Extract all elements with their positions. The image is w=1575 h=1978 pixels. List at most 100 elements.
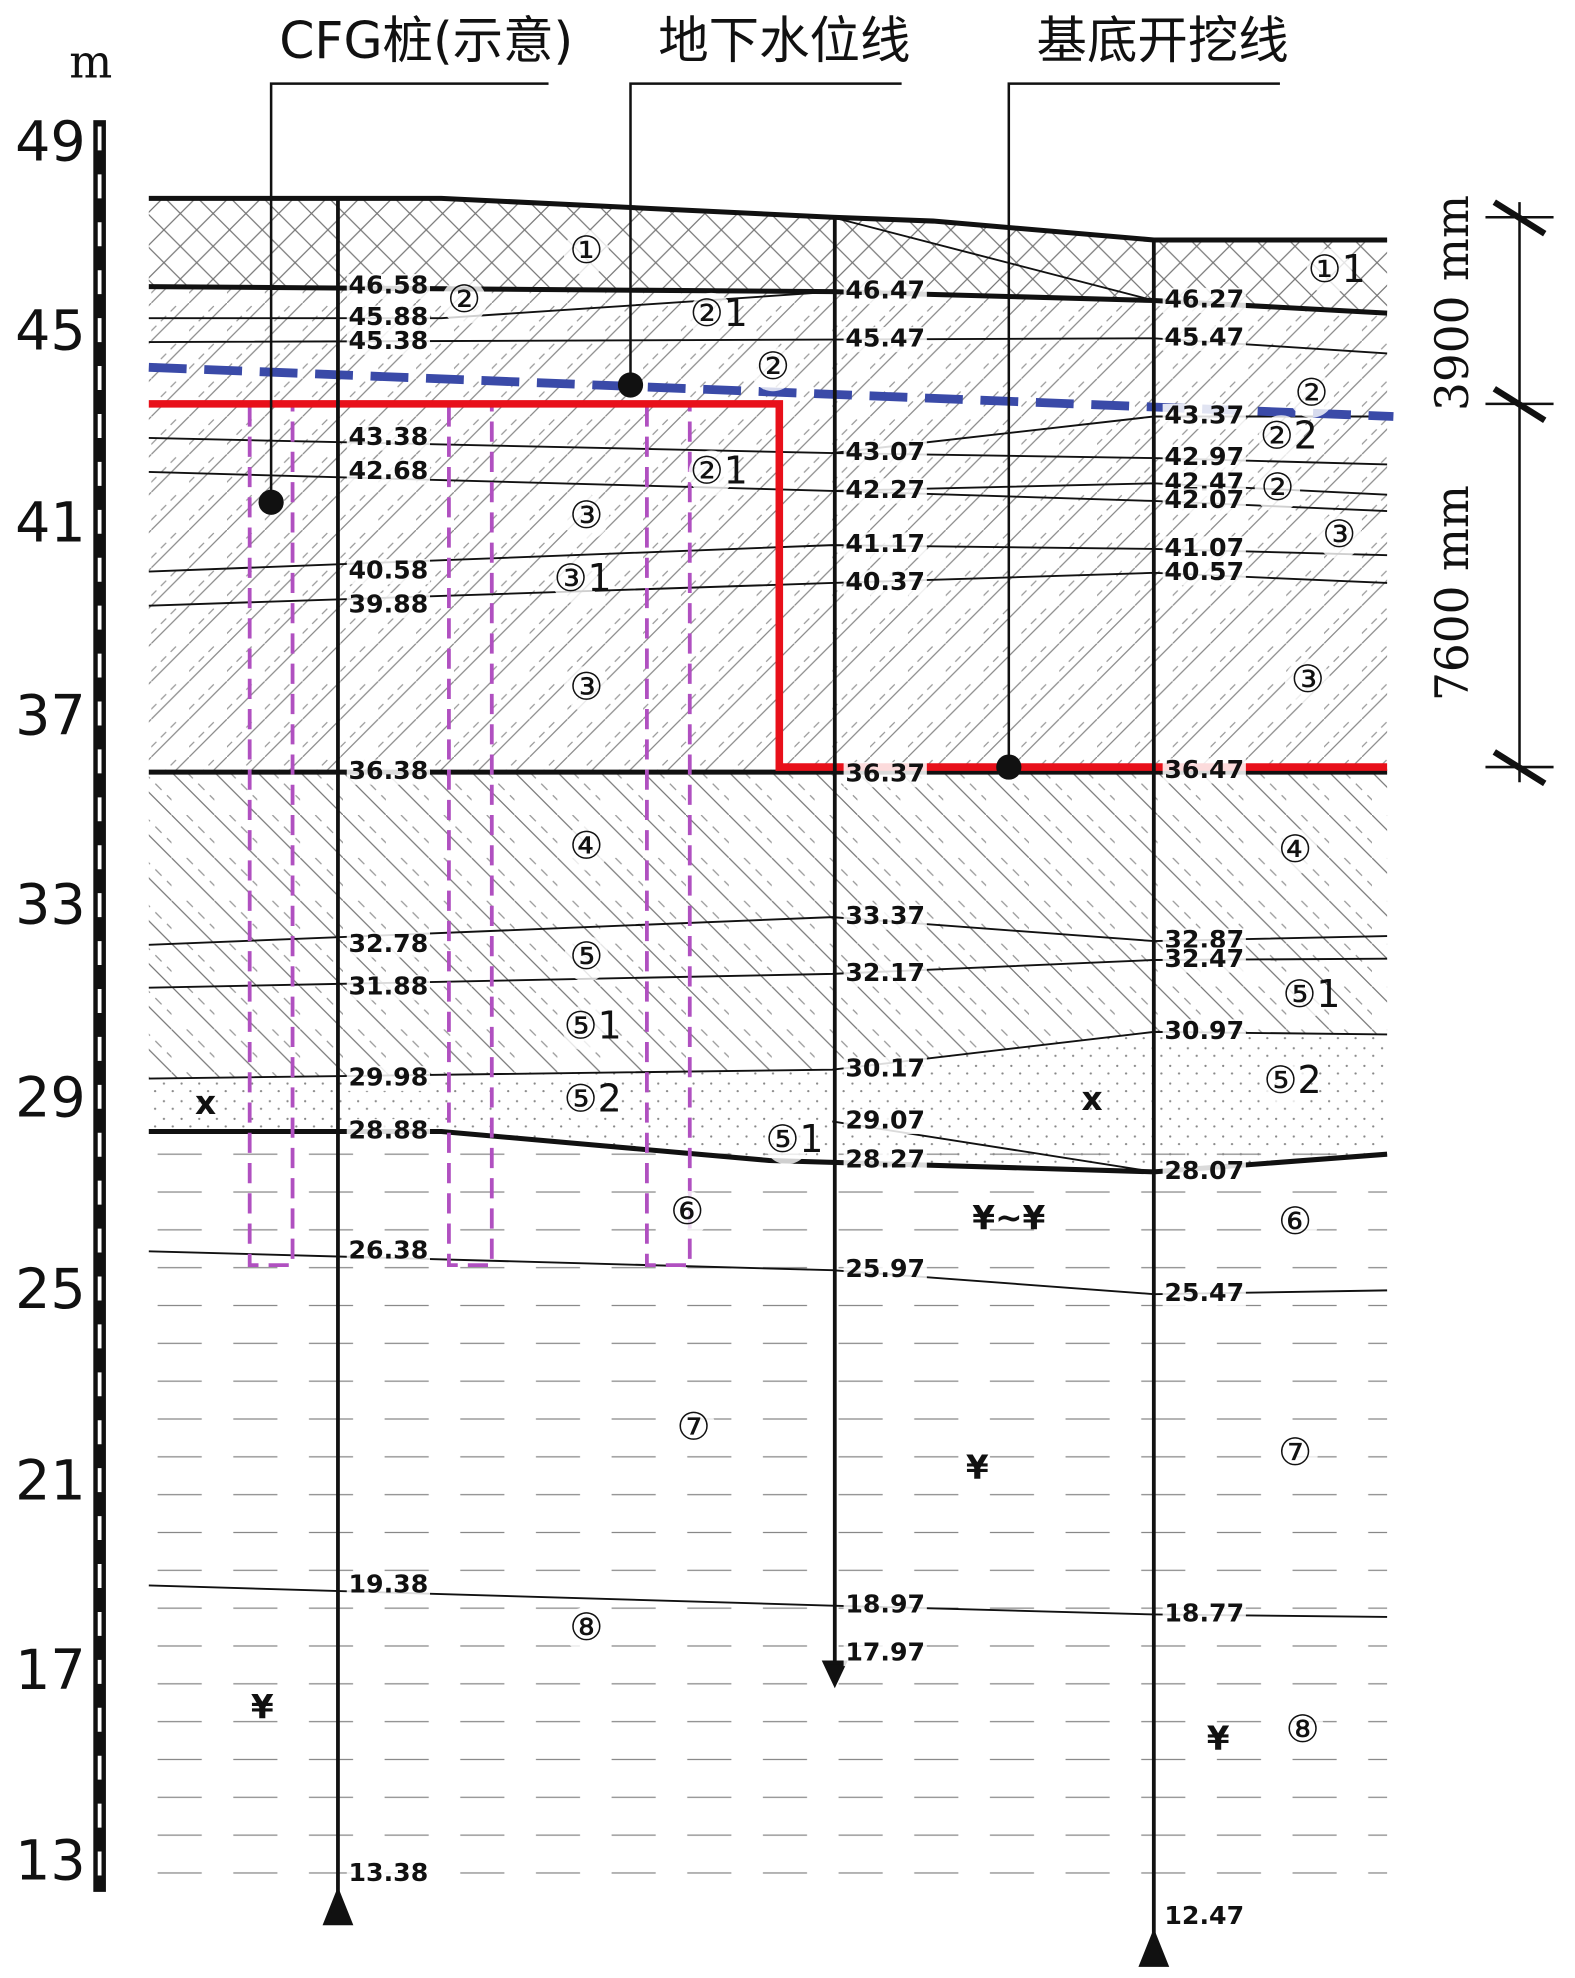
elevation-label: 40.37 [845,567,925,596]
elevation-label: 29.07 [845,1105,925,1134]
layer-label: ⑦ [1278,1430,1312,1474]
elevation-label: 45.88 [349,302,429,331]
layer-circle [1281,973,1327,1020]
layer-label: ⑤ [569,934,603,978]
unit-label: m [69,35,112,88]
layer-circle [670,1406,717,1452]
elevation-label: 42.97 [1164,442,1244,471]
elevation-label: 30.97 [1164,1016,1244,1045]
layer-label: ② [447,277,481,321]
layer-label: ② [1294,371,1328,415]
layer-boundary [148,1584,1388,1618]
label-bg [346,274,431,300]
cfg-piles [247,402,692,1268]
boreholes [322,198,1170,1967]
layer-circle [1272,1431,1318,1478]
layer-label: ③1 [554,556,612,600]
elevation-label: 46.47 [845,276,925,305]
layer-label: ⑦ [677,1405,711,1449]
layer-circle [1262,1059,1308,1106]
callout-leaders [269,82,1280,768]
label-bg [1162,1904,1246,1930]
layer-circle [563,936,610,982]
label-bg [346,558,431,585]
label-bg [346,1118,431,1145]
label-bg [843,762,927,788]
scale-label: 41 [15,491,86,555]
callout-dots [258,372,1022,780]
soil-symbol: ¥ [1207,1720,1230,1758]
label-bg [1162,758,1246,784]
layer-label: ⑧ [569,1605,603,1649]
label-bg [1162,1019,1246,1045]
layer-circle [563,494,610,541]
dimension-label: 3900 mm [1426,195,1479,411]
scale-label: 45 [15,300,86,364]
elevation-label: 29.98 [349,1063,429,1092]
scale-label: 29 [15,1066,86,1130]
elevation-label: 36.38 [349,756,429,785]
soil-symbol: x [195,1084,216,1122]
label-bg [1162,1601,1246,1628]
layer-circle [1258,415,1304,461]
callout-label: CFG桩(示意) [279,11,573,70]
elevation-label: 28.27 [845,1144,925,1173]
label-bg [843,1108,927,1135]
layer-circle [664,1190,710,1237]
label-bg [346,1861,431,1887]
strata-fill [148,198,1388,1892]
elevation-label: 36.37 [845,759,925,788]
elevation-label: 36.47 [1164,755,1244,784]
scale-label: 13 [15,1829,86,1893]
layer-label: ⑥ [1278,1199,1312,1243]
label-bg [1162,560,1246,586]
label-bg [843,478,927,504]
label-bg [843,1640,927,1667]
label-bg [843,904,927,930]
layer-boundary [148,1250,1388,1296]
label-bg [346,975,431,1001]
label-bg [1162,488,1246,514]
scale-label: 21 [15,1450,86,1514]
elevation-label: 28.88 [349,1115,429,1144]
layer-label: ⑤2 [564,1077,622,1121]
layer-boundary [148,436,1388,466]
layer-circle [562,1078,608,1124]
layer-circle [563,229,610,276]
elevation-label: 30.17 [845,1054,925,1083]
label-bg [346,1572,431,1599]
label-bg [1162,1159,1246,1185]
label-bg [346,305,431,331]
layer-label: ⑤1 [564,1004,622,1048]
layer-label: ① [569,228,603,272]
label-bg [843,570,927,596]
elevation-label: 32.47 [1164,944,1244,973]
label-bg [1162,325,1246,351]
label-bg [843,532,927,558]
layer-label: ③ [569,493,603,537]
layer-circle [552,557,598,604]
excavation-line [148,400,1388,771]
scale-label: 33 [15,873,86,937]
layer-circle [1288,372,1335,418]
elevation-label: 45.47 [845,324,925,353]
label-bg [843,1057,927,1083]
layer-label: ②2 [1260,413,1318,457]
soil-symbol: x [1081,1080,1102,1118]
layer-boundary [148,290,833,320]
elevation-label: 46.27 [1164,284,1244,313]
label-bg [346,1065,431,1092]
layer-label: ①1 [1308,247,1366,291]
label-bg [346,932,431,958]
layer-label: ⑤1 [765,1117,823,1161]
elevation-label: 31.88 [349,972,429,1001]
elevation-label: 18.77 [1164,1598,1244,1627]
label-bg [346,1238,431,1264]
elevation-label: 32.78 [349,929,429,958]
elevation-label: 46.58 [349,271,429,300]
layer-circle [750,345,796,392]
label-bg [843,1257,927,1283]
elevation-label: 13.38 [349,1858,429,1887]
dimension-label: 7600 mm [1426,485,1479,701]
